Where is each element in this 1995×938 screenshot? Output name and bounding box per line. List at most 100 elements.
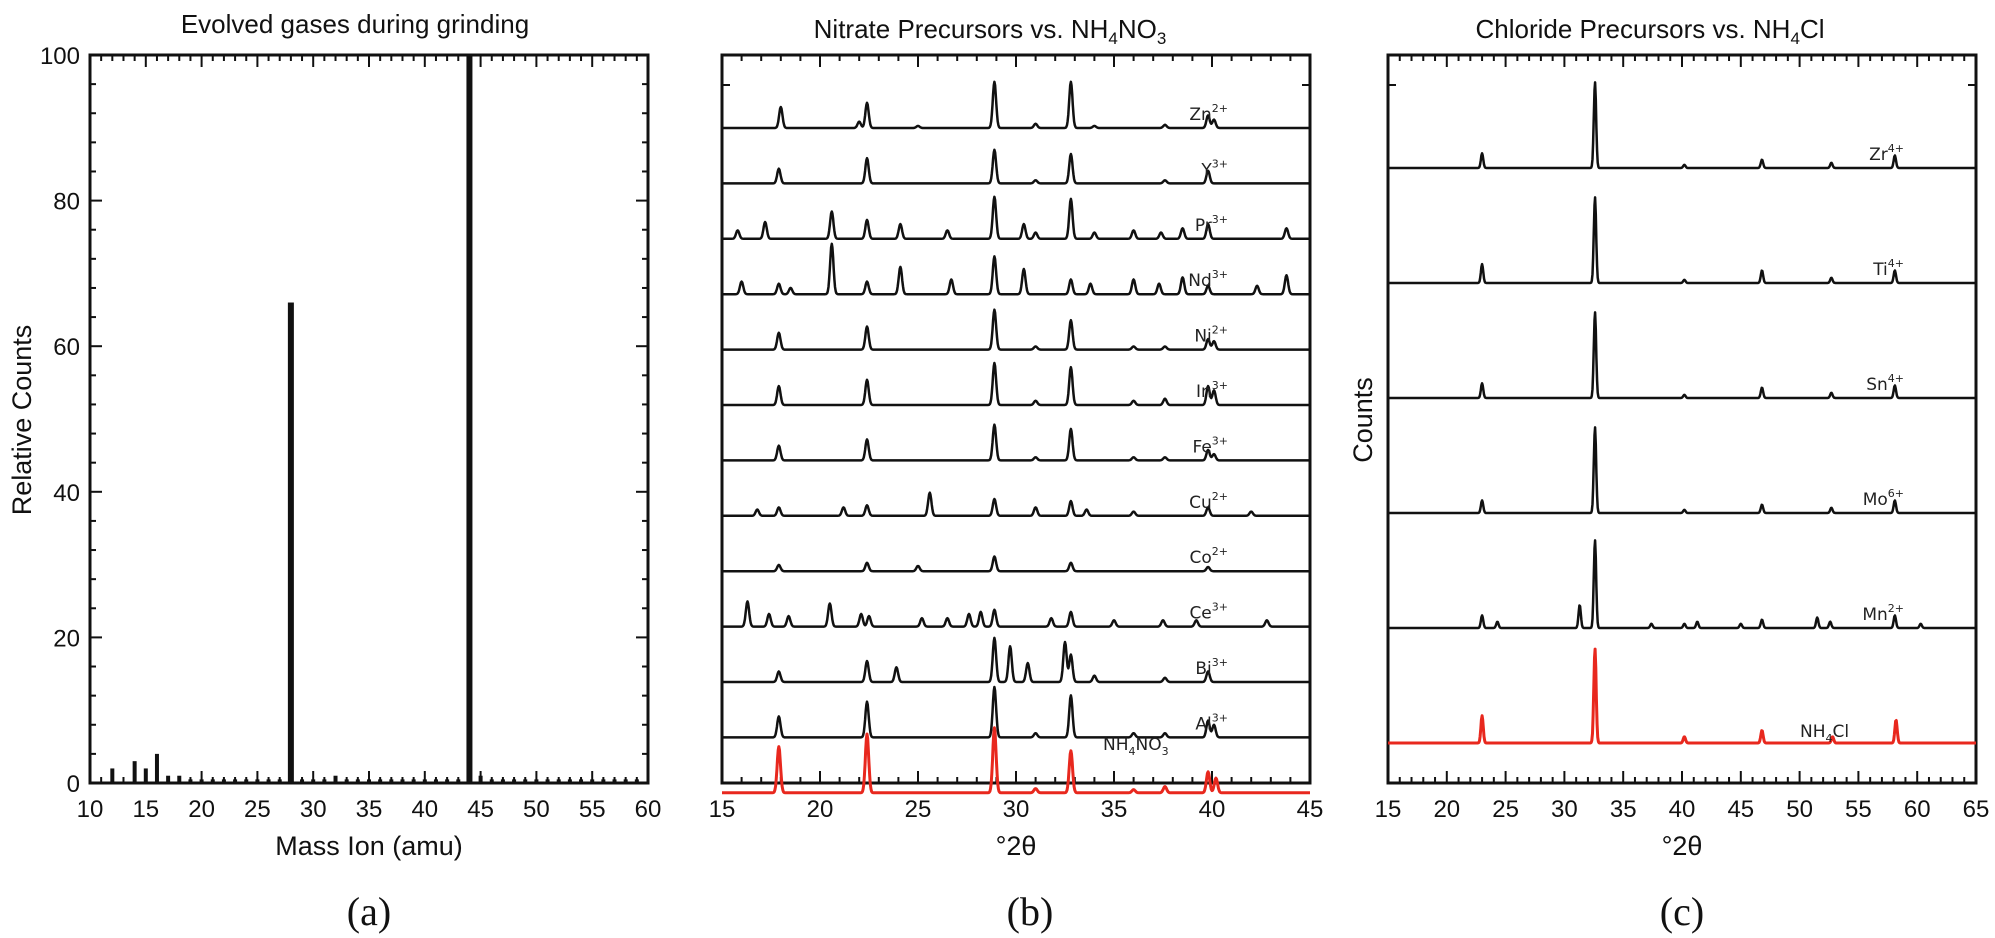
panel-b-x-tick-label: 45 [1297,796,1324,823]
panel-c-x-tick-label: 40 [1669,796,1696,823]
panel-a-bar [567,779,572,783]
panel-b-trace [721,242,1311,296]
panel-b-trace-label: Co2+ [1190,545,1229,568]
panel-a-title: Evolved gases during grinding [181,9,529,39]
panel-a-x-tick-label: 45 [467,796,494,823]
panel-a-bar [590,779,595,783]
panel-a-bar [466,55,473,783]
panel-b-trace [721,308,1311,351]
panel-c-trace-label: Sn4+ [1866,372,1904,395]
panel-c-trace-label: Mn2+ [1862,602,1904,625]
panel-a-bar [166,775,171,783]
panel-a-bar [300,779,305,783]
panel-a-plot-frame [88,53,650,785]
panel-c-x-tick-label: 25 [1492,796,1519,823]
panel-c-trace-label: Ti4+ [1872,257,1904,280]
panel-a-y-tick-label: 20 [53,625,80,652]
panel-b-trace [721,361,1311,407]
panel-c-x-tick-label: 65 [1963,796,1990,823]
panel-b-x-tick-label: 15 [709,796,736,823]
panel-b-trace-label: Ce3+ [1189,601,1228,624]
panel-c-y-axis-label: Counts [1348,377,1378,463]
panel-c-x-tick-label: 45 [1727,796,1754,823]
panel-a-bar [188,779,193,783]
panel-a-bar [489,779,494,783]
panel-a-bar [523,779,528,783]
panel-b-trace [721,685,1311,739]
panel-b-x-tick-label: 30 [1003,796,1030,823]
panel-a-bar [221,779,226,783]
panel-a-y-tick-label: 0 [67,771,80,798]
panel-c-trace [1387,311,1977,400]
panel-a-x-tick-label: 10 [77,796,104,823]
panel-c-x-tick-label: 15 [1375,796,1402,823]
panel-b-trace-label: Zn2+ [1189,102,1228,125]
panel-c-reference-label: NH4Cl [1800,722,1849,745]
panel-a-x-tick-label: 35 [356,796,383,823]
panel-a-bar [556,779,561,783]
panel-a-bar [367,779,371,783]
panel-c-plot-frame [1386,53,1978,785]
panel-b-trace-label: Y3+ [1200,157,1228,180]
panel-a: Evolved gases during grinding 10 15 20 25 30… [7,9,661,934]
panel-a-bar [287,302,294,783]
panel-b-traces [721,80,1311,795]
panel-c: Chloride Precursors vs. NH4Cl 15 20 25 30 35… [1348,14,1989,934]
panel-a-bar [311,779,316,783]
panel-b-trace-label: Ni2+ [1194,324,1228,347]
panel-a-bar [445,779,450,783]
panel-a-bar [545,779,550,783]
panel-a-bar [110,768,115,783]
panel-b-trace [721,491,1311,518]
panel-a-bar [500,779,505,783]
panel-b-ticks: 15 20 25 30 35 40 45 [709,55,1324,823]
panel-a-y-tick-label: 40 [53,480,80,507]
panel-a-caption: (a) [347,889,391,934]
panel-c-x-axis-label: °2θ [1662,831,1703,861]
panel-a-bar [512,779,517,783]
panel-b-trace [721,600,1311,628]
panel-a-bar [389,779,394,783]
panel-a-bar [322,779,327,783]
panel-b-trace-label: In3+ [1196,379,1228,402]
panel-a-bar [244,779,249,783]
panel-b-x-tick-label: 35 [1101,796,1128,823]
panel-a-x-tick-label: 40 [411,796,438,823]
panel-b-trace-label: Bi3+ [1195,656,1228,679]
panel-c-trace-label: Zr4+ [1869,142,1904,165]
panel-a-bars [110,55,639,783]
panel-b-x-tick-label: 25 [905,796,932,823]
panel-b-caption: (b) [1007,889,1054,934]
panel-c-x-tick-label: 20 [1433,796,1460,823]
panel-a-x-tick-label: 55 [579,796,606,823]
panel-c-title: Chloride Precursors vs. NH4Cl [1475,14,1824,48]
panel-c-ticks: 15 20 25 30 35 40 45 50 55 60 65 [1375,55,1990,823]
panel-a-bar [355,779,360,783]
panel-a-bar [612,779,617,783]
panel-c-caption: (c) [1660,889,1704,934]
panel-b-x-axis-label: °2θ [996,831,1037,861]
panel-c-trace [1387,426,1977,515]
panel-c-trace [1387,196,1977,285]
panel-b-trace [721,726,1311,795]
panel-c-trace [1387,81,1977,170]
panel-b-trace [721,555,1311,573]
panel-b-title: Nitrate Precursors vs. NH4NO3 [814,14,1167,48]
panel-b-trace [721,148,1311,185]
panel-c-traces [1387,81,1977,745]
panel-a-x-tick-label: 50 [523,796,550,823]
panel-a-y-tick-label: 80 [53,189,80,216]
panel-b-trace [721,195,1311,241]
panel-a-bar [433,779,438,783]
panel-b-trace-label: Pr3+ [1195,213,1228,236]
panel-b-trace-label: Cu2+ [1189,490,1228,513]
panel-a-y-axis-label: Relative Counts [7,325,37,516]
panel-c-x-tick-label: 50 [1786,796,1813,823]
panel-a-ticks: 10 15 20 25 30 35 40 45 50 55 60 0 20 40 60 80 100 [40,43,661,823]
panel-a-bar [132,761,137,783]
panel-a-bar [534,779,539,783]
panel-a-bar [255,779,260,783]
panel-b-trace-label: Nd3+ [1188,268,1228,291]
panel-b-trace [721,423,1311,462]
